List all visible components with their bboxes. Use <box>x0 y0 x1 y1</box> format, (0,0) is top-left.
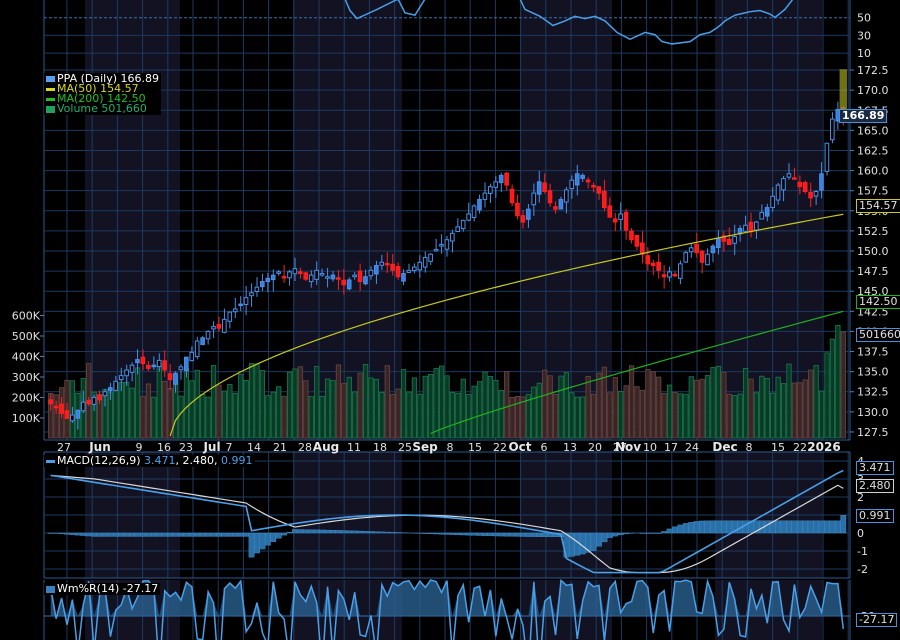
svg-text:150.0: 150.0 <box>857 245 889 258</box>
svg-text:20: 20 <box>588 441 602 454</box>
svg-text:9: 9 <box>136 441 143 454</box>
svg-text:135.0: 135.0 <box>857 366 889 379</box>
svg-text:Aug: Aug <box>313 440 339 454</box>
svg-text:170.0: 170.0 <box>857 84 889 97</box>
svg-text:8: 8 <box>746 441 753 454</box>
macd-legend: MACD(12,26,9) 3.471, 2.480, 0.991 <box>44 455 255 467</box>
svg-text:400K: 400K <box>12 351 41 364</box>
svg-text:200K: 200K <box>12 392 41 405</box>
line-swatch-icon <box>46 97 55 101</box>
macd-tag: 3.471 <box>856 461 894 475</box>
svg-text:165.0: 165.0 <box>857 124 889 137</box>
svg-text:7: 7 <box>226 441 233 454</box>
svg-text:16: 16 <box>157 441 171 454</box>
svg-text:50: 50 <box>857 12 871 25</box>
svg-text:27: 27 <box>613 441 627 454</box>
svg-text:Dec: Dec <box>712 440 737 454</box>
svg-text:18: 18 <box>373 441 387 454</box>
svg-text:Jun: Jun <box>88 440 111 454</box>
svg-text:300K: 300K <box>12 371 41 384</box>
line-swatch-icon <box>46 459 55 463</box>
svg-text:100K: 100K <box>12 412 41 425</box>
svg-text:27: 27 <box>57 441 71 454</box>
svg-text:30: 30 <box>857 29 871 42</box>
svg-text:8: 8 <box>447 441 454 454</box>
svg-text:600K: 600K <box>12 310 41 323</box>
price-tag: 166.89 <box>839 109 888 123</box>
svg-text:127.5: 127.5 <box>857 426 889 439</box>
svg-text:24: 24 <box>685 441 699 454</box>
svg-text:15: 15 <box>468 441 482 454</box>
svg-text:17: 17 <box>664 441 678 454</box>
svg-text:Jul: Jul <box>202 440 220 454</box>
svg-text:160.0: 160.0 <box>857 165 889 178</box>
svg-text:Oct: Oct <box>508 440 531 454</box>
svg-text:152.5: 152.5 <box>857 225 889 238</box>
legend-ma50: MA(50) 154.57 <box>46 83 159 94</box>
svg-text:25: 25 <box>398 441 412 454</box>
bar-chart-icon <box>46 105 55 113</box>
svg-text:162.5: 162.5 <box>857 144 889 157</box>
svg-text:Nov: Nov <box>615 440 641 454</box>
svg-text:157.5: 157.5 <box>857 185 889 198</box>
line-swatch-icon <box>46 87 55 91</box>
hist-tag: 0.991 <box>856 509 894 523</box>
ma50-tag: 154.57 <box>856 199 900 213</box>
volume-tag: 501660 <box>856 328 900 342</box>
svg-text:145.0: 145.0 <box>857 285 889 298</box>
svg-text:21: 21 <box>273 441 287 454</box>
svg-text:22: 22 <box>793 441 807 454</box>
svg-text:-2: -2 <box>857 563 868 576</box>
svg-text:22: 22 <box>493 441 507 454</box>
legend-ma200: MA(200) 142.50 <box>46 93 159 104</box>
legend-price: PPA (Daily) 166.89 <box>46 73 159 84</box>
svg-text:Sep: Sep <box>412 440 438 454</box>
svg-text:11: 11 <box>347 441 361 454</box>
willr-legend: Wm%R(14) -27.17 <box>44 583 161 595</box>
svg-text:147.5: 147.5 <box>857 265 889 278</box>
svg-text:2: 2 <box>857 491 864 504</box>
svg-text:2026: 2026 <box>807 440 840 454</box>
svg-text:13: 13 <box>563 441 577 454</box>
svg-text:172.5: 172.5 <box>857 64 889 77</box>
svg-text:-1: -1 <box>857 545 868 558</box>
svg-text:132.5: 132.5 <box>857 386 889 399</box>
svg-text:6: 6 <box>541 441 548 454</box>
signal-tag: 2.480 <box>856 479 894 493</box>
svg-text:10: 10 <box>857 47 871 60</box>
legend-volume: Volume 501,660 <box>46 103 159 114</box>
willr-tag: -27.17 <box>856 613 898 627</box>
svg-text:23: 23 <box>179 441 193 454</box>
svg-text:130.0: 130.0 <box>857 406 889 419</box>
svg-text:137.5: 137.5 <box>857 346 889 359</box>
price-legend: PPA (Daily) 166.89 MA(50) 154.57 MA(200)… <box>44 73 161 115</box>
svg-text:10: 10 <box>643 441 657 454</box>
svg-text:0: 0 <box>857 527 864 540</box>
svg-text:500K: 500K <box>12 330 41 343</box>
svg-text:15: 15 <box>771 441 785 454</box>
svg-text:28: 28 <box>298 441 312 454</box>
svg-text:14: 14 <box>247 441 261 454</box>
ma200-tag: 142.50 <box>856 295 900 309</box>
candle-icon <box>46 76 55 82</box>
area-swatch-icon <box>46 585 55 593</box>
